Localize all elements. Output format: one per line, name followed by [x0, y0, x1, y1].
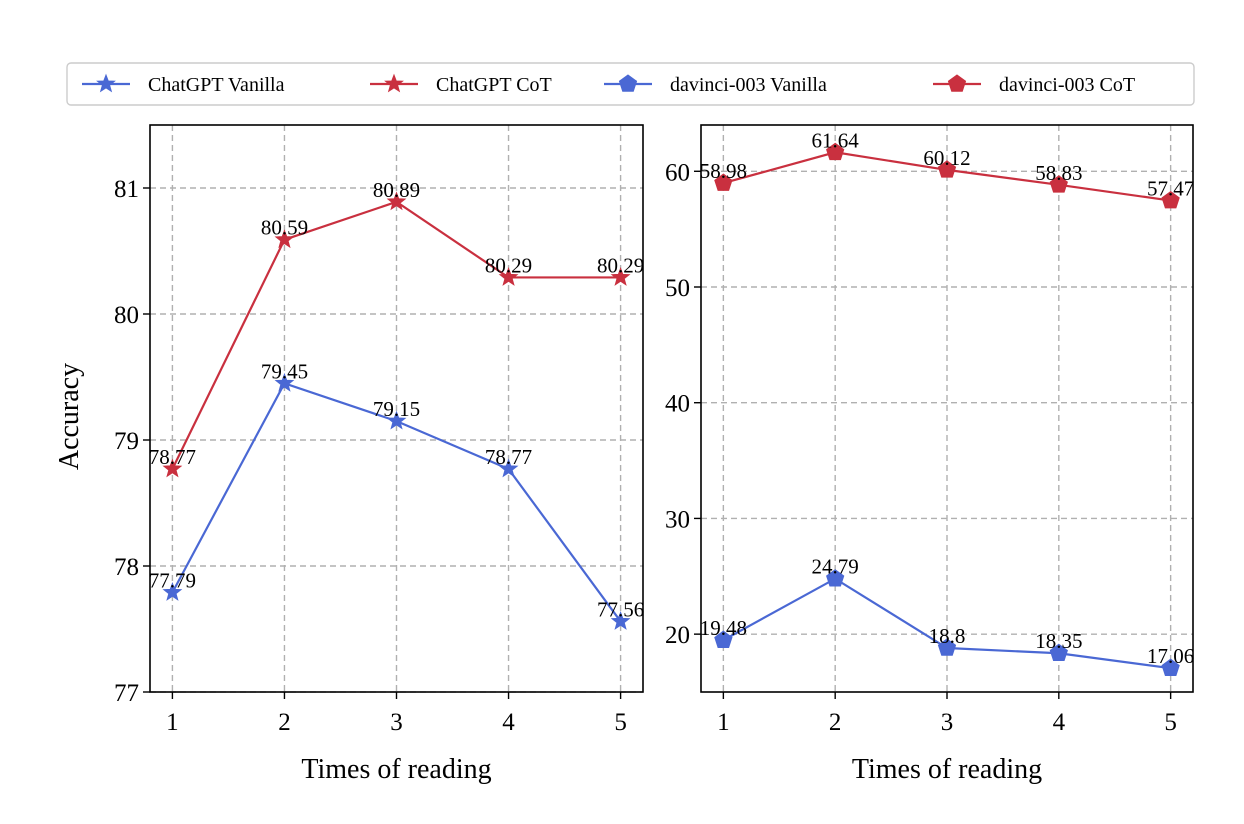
y-tick-label: 30	[665, 506, 690, 533]
data-point	[1049, 175, 1068, 193]
x-tick-label: 1	[166, 709, 179, 736]
data-label: 18.8	[929, 624, 966, 648]
legend-entry: ChatGPT CoT	[370, 73, 552, 96]
series-davinci-003-vanilla: 19.48 24.79 18.8 18.35 17.06	[700, 555, 1194, 676]
data-point	[498, 458, 519, 478]
legend-entry: davinci-003 CoT	[933, 74, 1135, 96]
y-tick-label: 81	[114, 176, 139, 203]
left-chart: 1 2 3 4 5 77 78 79 80 81 Times of reading Accuracy 7…	[54, 124, 644, 785]
y-axis-label: Accuracy	[54, 363, 85, 470]
data-label: 61.64	[812, 128, 860, 152]
y-tick-label: 80	[114, 302, 139, 329]
series-davinci-003-cot: 58.98 61.64 60.12 58.83 57.47	[700, 128, 1194, 209]
data-label: 80.29	[485, 253, 532, 277]
legend-label: davinci-003 Vanilla	[670, 74, 827, 96]
data-label: 77.56	[597, 597, 644, 621]
x-tick-label: 4	[1053, 709, 1066, 736]
x-tick-label: 2	[278, 709, 291, 736]
grid	[701, 125, 1193, 692]
series-chatgpt-cot: 78.77 80.59 80.89 80.29 80.29	[149, 178, 644, 478]
data-label: 78.77	[485, 445, 532, 469]
data-point	[937, 160, 957, 178]
legend-entry: ChatGPT Vanilla	[82, 73, 285, 96]
data-point	[1161, 658, 1180, 676]
x-tick-label: 1	[717, 709, 730, 736]
legend-label: ChatGPT CoT	[436, 74, 552, 96]
legend-label: ChatGPT Vanilla	[148, 74, 285, 96]
data-point	[162, 458, 183, 478]
data-point	[937, 638, 957, 656]
x-tick-label: 4	[502, 709, 515, 736]
data-label: 80.29	[597, 253, 644, 277]
x-axis-label: Times of reading	[301, 754, 491, 785]
x-tick-label: 3	[390, 709, 403, 736]
y-tick-label: 78	[114, 554, 139, 581]
x-tick-label: 2	[829, 709, 842, 736]
data-label: 57.47	[1147, 177, 1194, 201]
data-label: 80.59	[261, 216, 308, 240]
y-tick-label: 20	[665, 622, 690, 649]
series-chatgpt-vanilla: 77.79 79.45 79.15 78.77 77.56	[149, 359, 644, 630]
grid	[150, 125, 643, 693]
legend-label: davinci-003 CoT	[999, 74, 1135, 96]
y-tick-label: 60	[665, 159, 690, 186]
data-label: 80.89	[373, 178, 420, 202]
data-point	[386, 410, 407, 430]
legend: ChatGPT Vanilla ChatGPT CoT davinci-003 Va…	[66, 62, 1195, 106]
data-label: 24.79	[812, 555, 859, 579]
data-label: 79.15	[373, 397, 420, 421]
data-point	[610, 611, 631, 630]
data-point	[386, 191, 407, 211]
data-label: 78.77	[149, 445, 196, 469]
data-point	[714, 630, 733, 648]
y-tick-label: 40	[665, 391, 690, 418]
data-label: 79.45	[261, 359, 308, 383]
y-tick-label: 77	[114, 680, 139, 707]
x-tick-label: 5	[1164, 709, 1177, 736]
y-tick-label: 79	[114, 428, 139, 455]
data-label: 58.83	[1035, 161, 1082, 185]
x-tick-label: 5	[614, 709, 627, 736]
data-point	[826, 142, 845, 161]
legend-marker	[96, 73, 116, 93]
data-point	[498, 267, 519, 286]
legend-marker	[947, 74, 967, 92]
data-point	[1049, 643, 1068, 662]
x-tick-label: 3	[941, 709, 954, 736]
data-point	[162, 582, 183, 601]
data-point	[274, 372, 295, 392]
data-label: 60.12	[923, 146, 970, 170]
legend-entry: davinci-003 Vanilla	[604, 74, 827, 96]
data-label: 58.98	[700, 159, 747, 183]
x-axis-label: Times of reading	[852, 754, 1042, 785]
data-point	[826, 569, 845, 587]
data-point	[1161, 190, 1180, 209]
data-point	[610, 267, 631, 286]
legend-marker	[384, 73, 404, 93]
data-label: 19.48	[700, 616, 747, 640]
right-chart: 1 2 3 4 5 20 30 40 50 60 Times of reading 58.98 61.6…	[665, 124, 1194, 785]
legend-marker	[618, 74, 638, 92]
data-label: 77.79	[149, 568, 196, 592]
y-tick-label: 50	[665, 275, 690, 302]
data-point	[714, 173, 733, 191]
data-point	[274, 229, 295, 249]
data-label: 18.35	[1035, 629, 1082, 653]
data-label: 17.06	[1147, 644, 1194, 668]
